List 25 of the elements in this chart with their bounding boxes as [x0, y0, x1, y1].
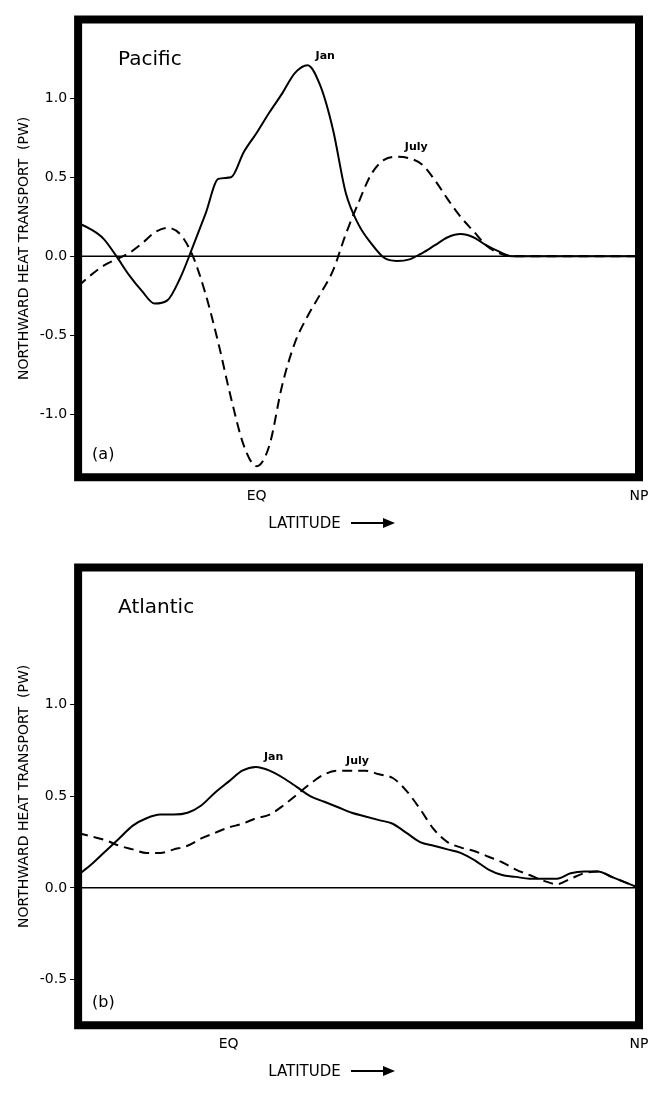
text: Atlantic [118, 593, 195, 618]
y-tick-label: 0.5 [44, 786, 68, 803]
x-tick-label: EQ [246, 487, 267, 504]
y-tick-label: 1.0 [44, 88, 68, 105]
x-axis-title: LATITUDE [268, 514, 341, 532]
y-tick-label: 0.5 [44, 167, 68, 184]
series-label: July [403, 140, 428, 154]
y-tick-label: 0.0 [44, 246, 68, 263]
x-tick-label: NP [629, 1035, 649, 1052]
y-tick-label: 0.0 [44, 878, 68, 895]
annotation: (a) [92, 444, 115, 464]
y-tick-label: -0.5 [39, 970, 68, 987]
x-tick-label: EQ [218, 1035, 239, 1052]
x-axis-title: LATITUDE [268, 1062, 341, 1080]
y-tick-label: -1.0 [39, 404, 68, 421]
x-tick-label: NP [629, 487, 649, 504]
y-axis-title: NORTHWARD HEAT TRANSPORT (PW) [15, 664, 32, 928]
y-axis-title: NORTHWARD HEAT TRANSPORT (PW) [15, 116, 32, 380]
series-label: Jan [262, 750, 284, 764]
y-tick-label: -0.5 [39, 325, 68, 342]
series-label: July [345, 754, 369, 768]
series-label: Jan [314, 48, 335, 62]
y-tick-label: 1.0 [44, 695, 68, 712]
annotation: (b) [92, 992, 115, 1012]
text: Pacific [118, 45, 182, 70]
